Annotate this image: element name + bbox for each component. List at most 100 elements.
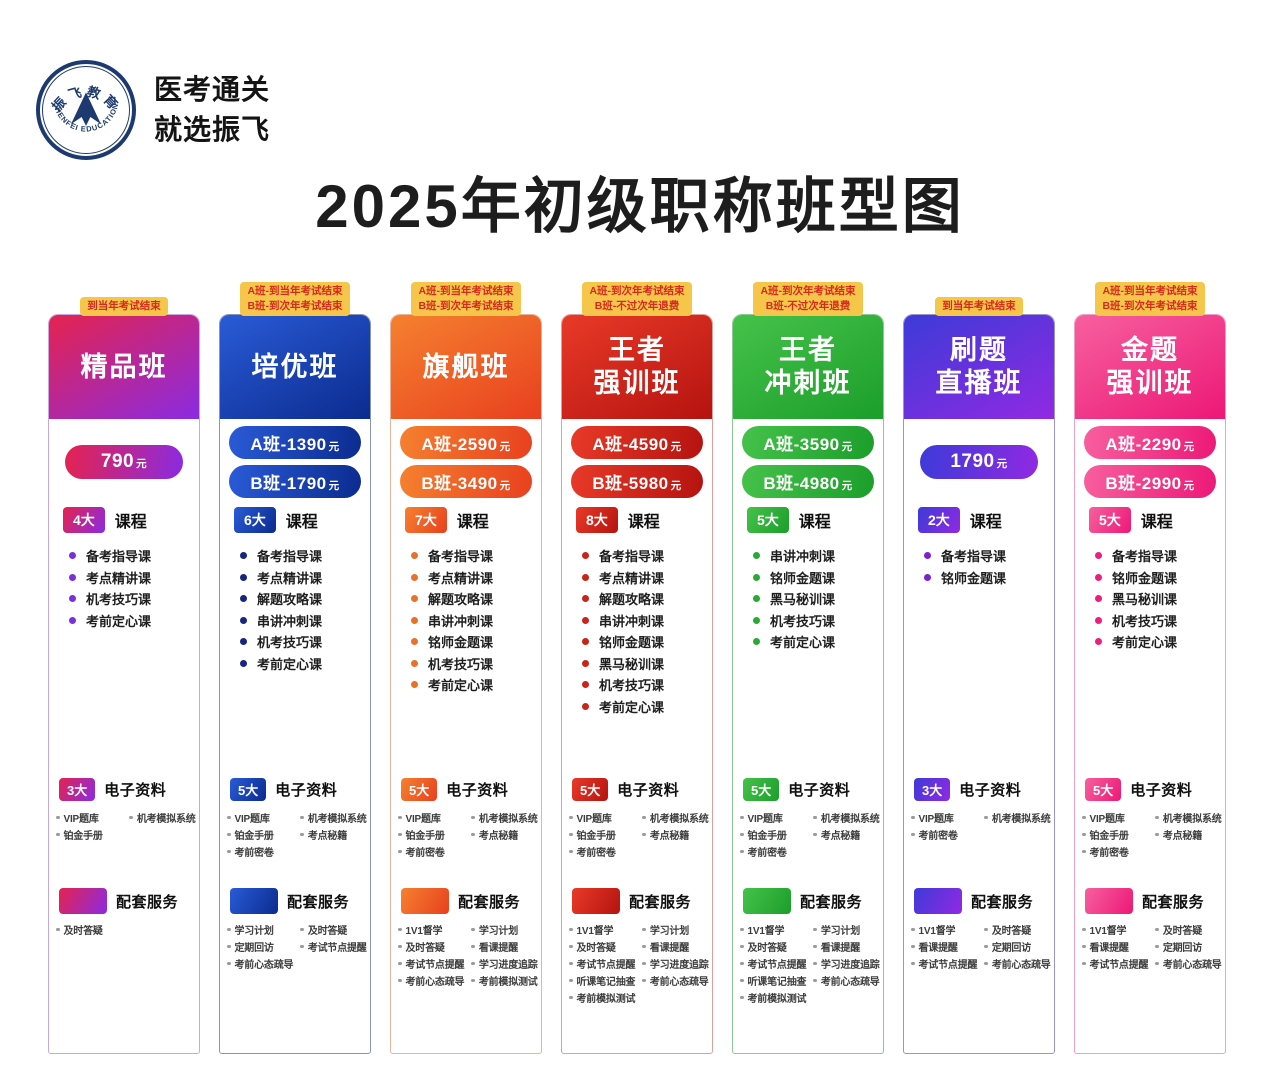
services-list: 1V1督学 学习计划 及时答疑 看课提醒 考试节点提醒 学习进度追踪 考前心态疏导 考前模拟测… <box>391 921 541 1053</box>
course-list: 备考指导课 考点精讲课 解题攻略课 串讲冲刺课 机考技巧课 考前定心课 <box>220 545 370 775</box>
course-section-label: 课程 <box>285 514 318 531</box>
course-bullet-dot <box>411 681 418 689</box>
service-item: 考前心态疏导 <box>1155 955 1223 972</box>
service-bullet-dot <box>642 961 646 966</box>
material-item-label: 考前密卷 <box>747 848 787 859</box>
brand-slogan: 医考通关 就选振飞 <box>154 70 270 150</box>
validity-badge-line: A班-到次年考试结束 <box>589 284 685 297</box>
course-bullet-dot <box>753 595 760 603</box>
course-bullet-dot <box>411 659 418 667</box>
course-item: 考前定心课 <box>69 610 199 632</box>
service-bullet-dot <box>398 927 402 932</box>
service-bullet-dot <box>227 961 231 966</box>
material-item-label: 考前密卷 <box>234 848 274 859</box>
course-item-label: 铭师金题课 <box>770 570 836 586</box>
validity-badge: A班-到当年考试结束 B班-到次年考试结束 <box>240 281 350 316</box>
service-item-label: 及时答疑 <box>307 926 348 937</box>
course-list: 备考指导课 考点精讲课 机考技巧课 考前定心课 <box>49 545 199 775</box>
service-item-label: 考前心态疏导 <box>234 960 294 971</box>
service-bullet-dot <box>569 961 573 966</box>
material-item: 考点秘籍 <box>300 826 368 843</box>
course-item-label: 考前定心课 <box>770 635 836 651</box>
services-color-block <box>1085 888 1133 914</box>
services-section-label: 配套服务 <box>458 893 521 911</box>
service-item: 考试节点提醒 <box>398 955 471 972</box>
course-item-label: 串讲冲刺课 <box>770 549 836 565</box>
material-item-label: 铂金手册 <box>63 831 103 842</box>
materials-header: 5大 电子资料 <box>391 775 541 803</box>
price-pill: A班-4590 元 <box>571 426 703 459</box>
materials-count-chip: 5大 <box>401 777 438 801</box>
materials-list: VIP题库 机考模拟系统 铂金手册 考点秘籍 考前密卷 <box>1075 809 1225 887</box>
materials-list: VIP题库 机考模拟系统 铂金手册 考点秘籍 考前密卷 <box>220 809 370 887</box>
material-item: 考点秘籍 <box>642 826 710 843</box>
service-bullet-dot <box>1155 927 1159 932</box>
course-count-chip: 6大 <box>234 507 276 533</box>
service-item: 看课提醒 <box>813 938 881 955</box>
service-item: 考前心态疏导 <box>642 972 710 989</box>
course-item: 考前定心课 <box>240 653 370 675</box>
material-item: 铂金手册 <box>569 826 642 843</box>
course-item: 备考指导课 <box>69 545 199 567</box>
course-count-chip: 4大 <box>63 507 105 533</box>
service-item: 学习进度追踪 <box>642 955 710 972</box>
course-bullet-dot <box>69 595 76 603</box>
service-item-label: 听课笔记抽查 <box>747 977 807 988</box>
course-item: 串讲冲刺课 <box>753 545 883 567</box>
material-bullet-dot <box>740 832 744 837</box>
service-item-label: 考前心态疏导 <box>991 960 1051 971</box>
material-item: VIP题库 <box>56 809 129 826</box>
service-item-label: 学习进度追踪 <box>820 960 880 971</box>
class-card: 刷题 直播班 1790 元 2大 课程 备考指导课 铭师金题课 3大 电子资料 VIP题库 机考模拟系… <box>903 314 1055 1054</box>
material-bullet-dot <box>300 815 304 820</box>
zhenfei-logo: 振飞教育 ZHENFEI EDUCATION <box>36 60 136 160</box>
service-item-label: 定期回访 <box>1162 943 1203 954</box>
course-item: 机考技巧课 <box>240 631 370 653</box>
class-title: 刷题 直播班 <box>904 315 1054 419</box>
course-item: 解题攻略课 <box>240 588 370 610</box>
price-amount: 1790 <box>950 451 995 472</box>
service-bullet-dot <box>300 944 304 949</box>
services-color-block <box>572 888 620 914</box>
service-item: 学习进度追踪 <box>813 955 881 972</box>
course-bullet-dot <box>582 702 589 710</box>
material-item-label: 机考模拟系统 <box>136 814 196 825</box>
logo-name-zh: 振飞教育 <box>48 83 120 115</box>
service-bullet-dot <box>569 927 573 932</box>
materials-count-chip: 5大 <box>743 777 780 801</box>
course-bullet-dot <box>240 638 247 646</box>
service-item-label: 看课提醒 <box>918 943 958 954</box>
materials-section-label: 电子资料 <box>1130 781 1193 799</box>
course-item: 机考技巧课 <box>411 653 541 675</box>
logo-bird-icon <box>71 92 101 126</box>
service-item-label: 学习进度追踪 <box>478 960 538 971</box>
material-item: 铂金手册 <box>56 826 129 843</box>
class-title: 精品班 <box>49 315 199 419</box>
service-item-label: 及时答疑 <box>63 926 103 937</box>
material-bullet-dot <box>569 849 573 854</box>
material-item-label: 铂金手册 <box>747 831 787 842</box>
service-bullet-dot <box>984 927 988 932</box>
course-list: 备考指导课 考点精讲课 解题攻略课 串讲冲刺课 铭师金题课 黑马秘训课 机考技巧课 考前定心课 <box>562 545 712 775</box>
material-item-label: 考点秘籍 <box>820 831 861 842</box>
material-bullet-dot <box>569 832 573 837</box>
services-section-label: 配套服务 <box>116 893 179 911</box>
course-item: 机考技巧课 <box>582 674 712 696</box>
services-list: 1V1督学 及时答疑 看课提醒 定期回访 考试节点提醒 考前心态疏导 <box>904 921 1054 1053</box>
material-item: 铂金手册 <box>398 826 471 843</box>
material-item: VIP题库 <box>911 809 984 826</box>
service-bullet-dot <box>56 927 60 932</box>
price-amount: A班-1390 <box>250 435 327 454</box>
material-item: VIP题库 <box>569 809 642 826</box>
brand-header: 振飞教育 ZHENFEI EDUCATION 医考通关 就选振飞 <box>36 60 270 160</box>
materials-list: VIP题库 机考模拟系统 铂金手册 考点秘籍 考前密卷 <box>391 809 541 887</box>
material-item-label: VIP题库 <box>234 814 270 825</box>
materials-section-label: 电子资料 <box>104 781 167 799</box>
price-pill: A班-3590 元 <box>742 426 874 459</box>
service-item: 考前模拟测试 <box>740 989 813 1006</box>
course-item-label: 备考指导课 <box>941 549 1007 565</box>
service-bullet-dot <box>642 978 646 983</box>
material-item-label: VIP题库 <box>576 814 612 825</box>
service-item-label: 定期回访 <box>234 943 274 954</box>
course-item-label: 铭师金题课 <box>941 570 1007 586</box>
